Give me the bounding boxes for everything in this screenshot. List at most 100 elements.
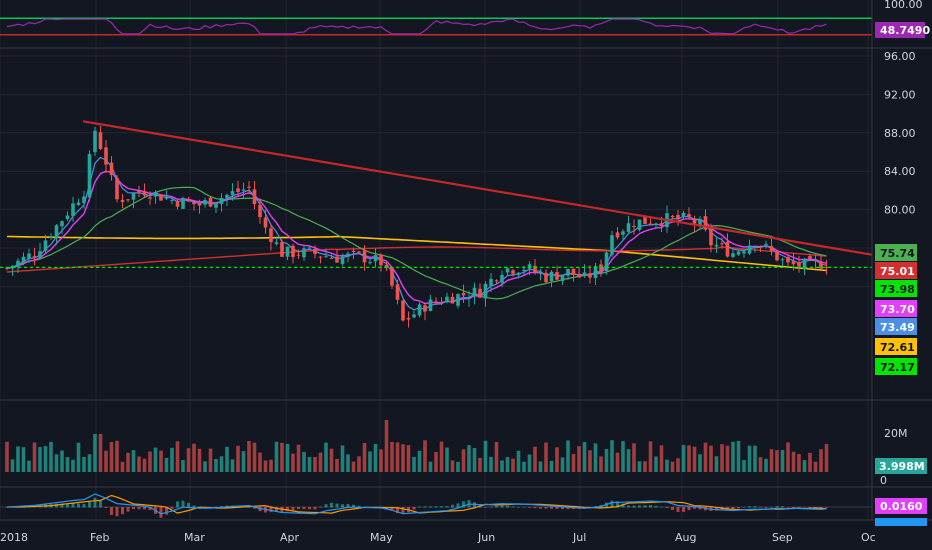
candle-body	[296, 254, 301, 256]
ma-50-line	[6, 186, 827, 300]
macd-histogram-bar	[132, 507, 135, 510]
macd-histogram-bar	[742, 507, 746, 508]
candle-body	[417, 304, 422, 316]
volume-bar	[351, 461, 356, 472]
candle-body	[247, 186, 251, 188]
volume-bar	[291, 453, 295, 472]
candle-body	[615, 232, 620, 238]
macd-histogram-bar	[451, 504, 454, 508]
volume-bar	[439, 441, 444, 472]
candle-body	[351, 250, 356, 252]
candle-body	[307, 247, 312, 249]
macd-histogram-bar	[429, 506, 432, 508]
volume-bar	[379, 449, 383, 472]
volume-bar	[43, 446, 48, 472]
macd-histogram-bar	[77, 503, 80, 508]
candle-body	[318, 256, 323, 258]
volume-bar	[604, 448, 609, 472]
volume-bar	[109, 442, 114, 472]
macd-histogram-bar	[682, 507, 685, 512]
volume-bar	[269, 459, 273, 472]
macd-histogram-bar	[55, 503, 58, 508]
ema-fast-line	[6, 156, 827, 311]
volume-bar	[230, 459, 235, 472]
pane-borders	[0, 0, 932, 521]
volume-bar	[21, 447, 26, 472]
macd-histogram-bar	[170, 507, 174, 509]
volume-bar	[786, 442, 790, 472]
volume-bar	[175, 441, 180, 472]
candle-body	[197, 202, 202, 206]
candle-body	[549, 271, 554, 281]
candle-body	[126, 199, 130, 201]
candle-body	[384, 264, 389, 269]
macd-histogram-bar	[550, 507, 553, 509]
macd-histogram-bar	[792, 507, 795, 508]
volume-bar	[544, 442, 548, 472]
macd-histogram-bar	[401, 507, 405, 515]
volume-bar	[797, 453, 801, 472]
macd-histogram-bar	[489, 506, 493, 508]
candle-body	[115, 177, 119, 200]
macd-histogram-bar	[253, 507, 256, 509]
candle-body	[406, 318, 411, 320]
volume-bar	[522, 461, 526, 472]
candle-body	[362, 250, 367, 263]
volume-bar	[98, 434, 103, 472]
macd-histogram-bar	[539, 507, 542, 509]
volume-bar	[197, 448, 202, 472]
candle-body	[610, 235, 614, 255]
macd-histogram-bar	[99, 500, 102, 508]
macd-pane	[0, 493, 872, 518]
volume-bar	[527, 454, 532, 472]
volume-bar	[10, 459, 15, 472]
candle-body	[43, 240, 48, 251]
volume-bar	[637, 461, 642, 472]
volume-bar	[736, 440, 741, 472]
volume-bar	[390, 442, 394, 472]
volume-bar	[401, 444, 405, 472]
volume-bar	[115, 440, 119, 472]
macd-histogram-bar	[60, 503, 64, 508]
volume-bar	[181, 460, 185, 472]
volume-bar	[71, 459, 75, 472]
price-tick-label: 80.00	[884, 204, 916, 217]
candle-body	[626, 223, 631, 232]
candle-body	[109, 162, 114, 176]
volume-bar	[324, 442, 328, 472]
macd-histogram-bar	[341, 504, 344, 508]
volume-bar	[395, 442, 400, 472]
macd-histogram-bar	[500, 505, 504, 508]
candle-body	[742, 251, 746, 254]
volume-bar	[93, 434, 97, 472]
volume-bar	[406, 445, 411, 472]
volume-bar	[533, 446, 537, 472]
candle-body	[489, 278, 493, 286]
macd-histogram-bar	[187, 502, 190, 508]
candle-body	[181, 198, 185, 209]
candle-body	[76, 202, 81, 206]
macd-histogram-bar	[753, 506, 757, 508]
candle-body	[571, 268, 576, 276]
volume-bar	[516, 450, 521, 472]
volume-bar	[621, 441, 625, 472]
time-axis-label: May	[370, 531, 393, 544]
candle-body	[483, 283, 488, 299]
candle-body	[753, 246, 757, 248]
volume-bar	[313, 457, 317, 472]
volume-bar	[5, 441, 9, 472]
time-axis-label: Aug	[675, 531, 696, 544]
volume-bar	[692, 446, 697, 472]
macd-histogram-bar	[566, 507, 570, 510]
volume-bar	[571, 453, 576, 472]
macd-histogram-bar	[291, 507, 295, 511]
volume-bar	[329, 448, 334, 472]
ma-50-badge-text: 75.74	[880, 247, 915, 260]
candle-body	[494, 280, 499, 282]
volume-bar	[538, 461, 543, 472]
candle-body	[604, 252, 609, 271]
macd-histogram-bar	[319, 506, 322, 508]
candle-body	[813, 260, 818, 262]
